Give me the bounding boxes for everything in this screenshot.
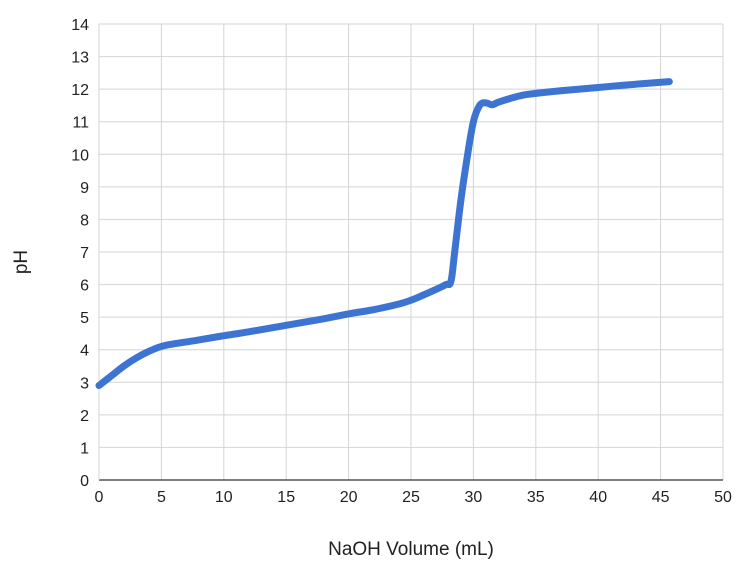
series-layer (95, 78, 673, 390)
x-tick-label: 0 (95, 489, 104, 506)
y-tick-label: 1 (80, 440, 89, 457)
x-tick-label: 15 (277, 489, 295, 506)
y-tick-label: 11 (72, 115, 89, 132)
y-tick-label: 5 (80, 310, 89, 327)
x-tick-label: 5 (157, 489, 166, 506)
x-tick-label: 10 (215, 489, 233, 506)
x-tick-label: 45 (652, 489, 670, 506)
x-tick-label: 35 (527, 489, 545, 506)
y-tick-label: 6 (80, 278, 89, 295)
y-tick-label: 14 (71, 17, 89, 34)
y-tick-label: 8 (80, 212, 89, 229)
y-tick-label: 3 (80, 375, 89, 392)
y-tick-label: 0 (80, 473, 89, 490)
x-tick-label: 50 (714, 489, 732, 506)
y-tick-label: 4 (80, 343, 89, 360)
y-tick-label: 12 (71, 82, 89, 99)
x-tick-label: 40 (589, 489, 607, 506)
y-tick-label: 10 (71, 147, 89, 164)
y-tick-label: 2 (80, 408, 89, 425)
ph-curve-line (95, 78, 673, 390)
x-axis-title: NaOH Volume (mL) (328, 539, 494, 560)
axes (98, 24, 723, 481)
y-tick-label: 13 (71, 50, 89, 67)
y-tick-label: 9 (80, 180, 89, 197)
grid-lines (99, 23, 724, 480)
y-axis-title: pH (11, 250, 32, 274)
x-tick-label: 30 (465, 489, 483, 506)
x-tick-label: 20 (340, 489, 358, 506)
y-tick-label: 7 (80, 245, 89, 262)
x-tick-label: 25 (402, 489, 420, 506)
